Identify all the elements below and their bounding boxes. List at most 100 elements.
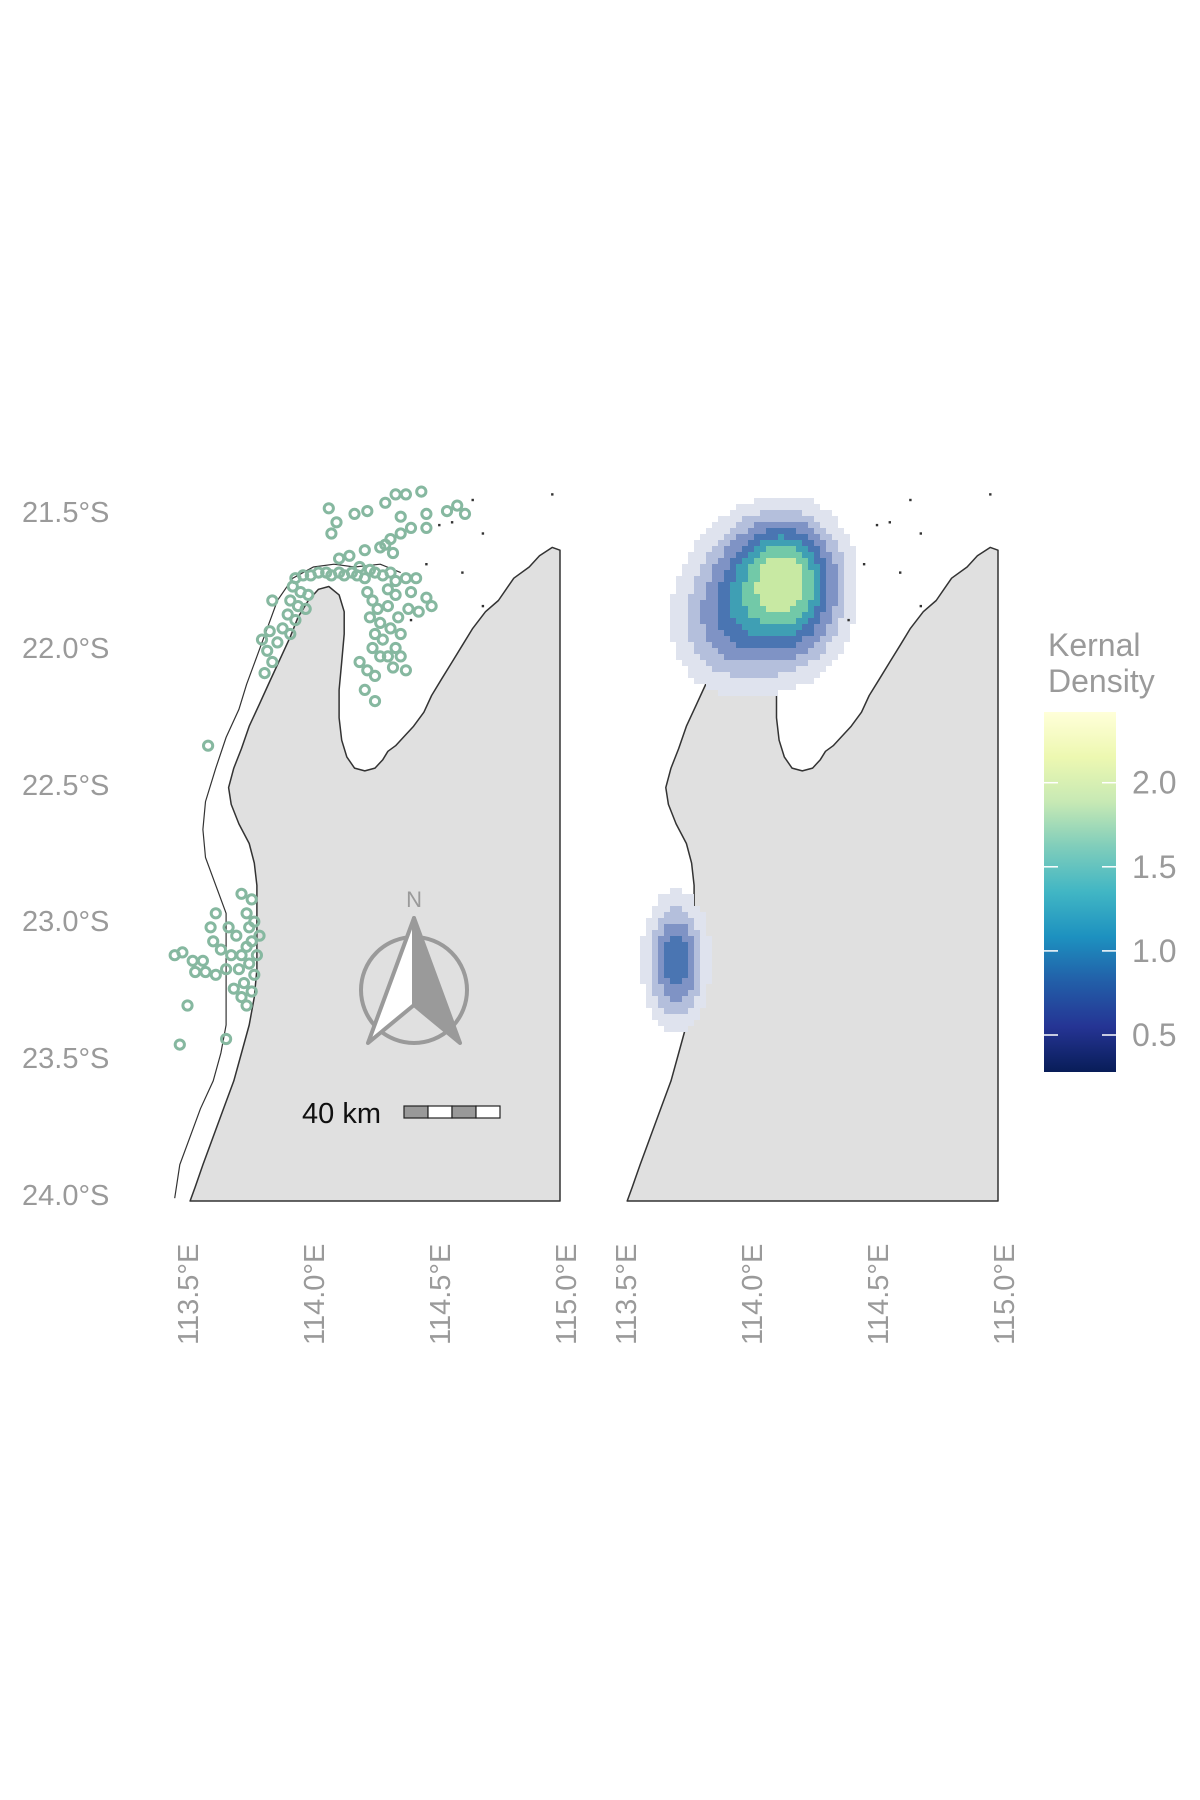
density-cell	[790, 552, 796, 558]
observation-point	[230, 929, 243, 942]
density-cell	[700, 576, 706, 582]
density-cell	[760, 684, 766, 690]
north-label: N	[406, 887, 422, 912]
density-cell	[742, 528, 748, 534]
density-cell	[754, 606, 760, 612]
density-cell	[766, 618, 772, 624]
density-cell	[652, 906, 658, 912]
density-cell	[790, 534, 796, 540]
density-cell	[706, 564, 712, 570]
density-cell	[814, 558, 820, 564]
density-cell	[724, 684, 730, 690]
kernel-density-layer	[640, 498, 856, 1032]
density-cell	[694, 576, 700, 582]
density-cell	[814, 618, 820, 624]
density-cell	[754, 546, 760, 552]
density-cell	[724, 630, 730, 636]
density-cell	[694, 984, 700, 990]
density-cell	[742, 678, 748, 684]
density-cell	[676, 954, 682, 960]
density-cell	[820, 648, 826, 654]
density-cell	[832, 606, 838, 612]
density-cell	[778, 498, 784, 504]
density-cell	[658, 924, 664, 930]
observation-point	[199, 965, 212, 979]
density-cell	[694, 924, 700, 930]
lat-label: 24.0°S	[22, 1180, 109, 1212]
density-cell	[736, 528, 742, 534]
density-cell	[820, 522, 826, 528]
observation-point	[361, 664, 374, 677]
density-cell	[820, 660, 826, 666]
density-cell	[646, 924, 652, 930]
density-cell	[646, 984, 652, 990]
density-cell	[802, 540, 808, 546]
density-cell	[736, 600, 742, 606]
density-cell	[796, 552, 802, 558]
density-cell	[820, 558, 826, 564]
density-cell	[724, 594, 730, 600]
density-cell	[688, 600, 694, 606]
density-cell	[778, 618, 784, 624]
density-cell	[694, 942, 700, 948]
density-cell	[676, 984, 682, 990]
density-cell	[688, 1014, 694, 1020]
island	[409, 618, 413, 622]
density-cell	[742, 510, 748, 516]
density-cell	[808, 516, 814, 522]
density-cell	[808, 534, 814, 540]
density-cell	[676, 966, 682, 972]
density-cell	[700, 954, 706, 960]
left-map-panel: N 40 km	[168, 485, 561, 1202]
density-cell	[772, 570, 778, 576]
observation-point	[353, 560, 366, 574]
observation-point	[322, 502, 335, 515]
density-cell	[658, 978, 664, 984]
density-cell	[736, 552, 742, 558]
density-cell	[772, 666, 778, 672]
density-cell	[664, 918, 670, 924]
density-cell	[700, 606, 706, 612]
observation-point	[258, 667, 271, 680]
density-cell	[760, 624, 766, 630]
density-cell	[760, 642, 766, 648]
density-cell	[790, 648, 796, 654]
density-cell	[694, 606, 700, 612]
density-cell	[730, 660, 736, 666]
density-cell	[736, 594, 742, 600]
density-cell	[682, 648, 688, 654]
density-cell	[712, 642, 718, 648]
density-cell	[742, 576, 748, 582]
density-cell	[850, 612, 856, 618]
density-cell	[814, 546, 820, 552]
density-cell	[796, 648, 802, 654]
density-cell	[724, 588, 730, 594]
density-cell	[832, 516, 838, 522]
density-cell	[802, 564, 808, 570]
density-cell	[778, 534, 784, 540]
density-cell	[832, 636, 838, 642]
observation-point	[289, 614, 302, 627]
longitude-axis-left: 113.5°E 114.0°E 114.5°E 115.0°E	[173, 1244, 583, 1345]
observation-point	[358, 683, 371, 697]
observation-point	[381, 583, 394, 596]
density-cell	[850, 564, 856, 570]
density-cell	[712, 522, 718, 528]
density-cell	[832, 600, 838, 606]
observation-point	[330, 516, 343, 529]
density-cell	[760, 654, 766, 660]
density-cell	[772, 612, 778, 618]
density-cell	[838, 600, 844, 606]
density-cell	[772, 546, 778, 552]
density-cell	[748, 528, 754, 534]
density-cell	[742, 684, 748, 690]
density-cell	[808, 624, 814, 630]
density-cell	[730, 594, 736, 600]
density-cell	[730, 522, 736, 528]
observation-point	[404, 586, 418, 599]
density-cell	[676, 990, 682, 996]
density-cell	[802, 606, 808, 612]
density-cell	[724, 576, 730, 582]
density-cell	[688, 924, 694, 930]
